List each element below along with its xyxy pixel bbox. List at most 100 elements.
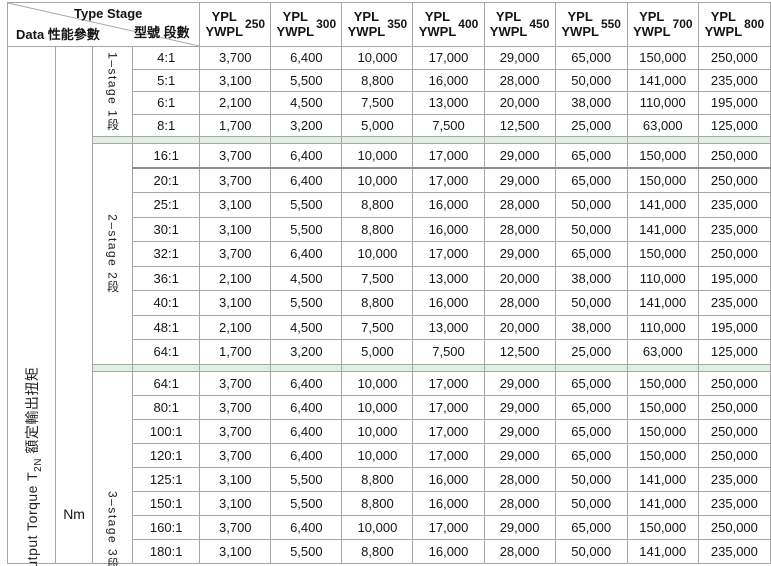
torque-value-cell: 65,000 xyxy=(554,442,628,468)
torque-value-cell: 3,200 xyxy=(270,113,343,137)
diagonal-divider xyxy=(8,3,200,46)
torque-value-cell: 3,700 xyxy=(199,167,272,193)
torque-value-cell: 150,000 xyxy=(626,167,699,193)
torque-value-cell: 4,500 xyxy=(270,314,343,340)
torque-value-cell: 235,000 xyxy=(697,290,771,316)
torque-value-cell: 150,000 xyxy=(626,514,699,540)
torque-value-cell: 235,000 xyxy=(697,466,771,492)
torque-value-cell: 25,000 xyxy=(554,339,628,365)
torque-value-cell: 6,400 xyxy=(270,418,343,444)
model-size-label: 300 xyxy=(316,17,337,32)
separator-band-cell xyxy=(132,363,201,372)
torque-value-cell: 50,000 xyxy=(554,216,628,242)
torque-value-cell: 4,500 xyxy=(270,91,343,115)
table-row: 150:1 3,100 5,500 8,800 16,000 28,000 50,000 14… xyxy=(8,490,771,516)
separator-band-cell xyxy=(626,136,699,144)
torque-value-cell: 38,000 xyxy=(554,314,628,340)
torque-value-cell: 8,800 xyxy=(341,216,414,242)
torque-value-cell: 16,000 xyxy=(412,466,485,492)
torque-value-cell: 6,400 xyxy=(270,514,343,540)
separator-band-cell xyxy=(697,363,771,372)
torque-value-cell: 150,000 xyxy=(626,370,699,396)
torque-value-cell: 17,000 xyxy=(412,394,485,420)
stage-label: 3–stage 3段 xyxy=(105,490,120,566)
torque-value-cell: 65,000 xyxy=(554,418,628,444)
torque-value-cell: 195,000 xyxy=(697,91,771,115)
model-header-content: YPL YWPL 450 xyxy=(485,10,555,38)
torque-value-cell: 6,400 xyxy=(270,46,343,70)
torque-value-cell: 3,700 xyxy=(199,143,272,169)
torque-value-cell: 5,500 xyxy=(270,192,343,218)
torque-value-cell: 12,500 xyxy=(483,339,556,365)
torque-spec-table: Type Stage 型號 段數 Data 性能參數 YPL YWPL 250 YPL… xyxy=(6,2,771,566)
torque-value-cell: 20,000 xyxy=(483,265,556,291)
torque-value-cell: 235,000 xyxy=(697,192,771,218)
table-row: 3–stage 3段 64:1 3,700 6,400 10,000 17,000 29,0… xyxy=(8,370,771,566)
table-row: 40:1 3,100 5,500 8,800 16,000 28,000 50,000 141… xyxy=(8,290,771,316)
model-header-content: YPL YWPL 300 xyxy=(271,10,341,38)
torque-value-cell: 28,000 xyxy=(483,490,556,516)
brand-top-label: YPL xyxy=(639,9,665,25)
model-header-content: YPL YWPL 800 xyxy=(699,10,770,38)
torque-value-cell: 6,400 xyxy=(270,241,343,267)
ratio-cell: 8:1 xyxy=(132,113,201,137)
torque-value-cell: 65,000 xyxy=(554,370,628,396)
torque-value-cell: 13,000 xyxy=(412,265,485,291)
torque-value-cell: 6,400 xyxy=(270,394,343,420)
torque-value-cell: 6,400 xyxy=(270,442,343,468)
output-torque-axis-cell: Output Torque T2N 額定輸出扭矩 xyxy=(6,46,57,566)
torque-value-cell: 3,100 xyxy=(199,216,272,242)
ratio-cell: 16:1 xyxy=(132,143,201,169)
table-row: 25:1 3,100 5,500 8,800 16,000 28,000 50,000 141… xyxy=(8,192,771,218)
separator-band-cell xyxy=(483,363,556,372)
torque-value-cell: 250,000 xyxy=(697,46,771,70)
torque-value-cell: 150,000 xyxy=(626,143,699,169)
torque-value-cell: 8,800 xyxy=(341,490,414,516)
torque-value-cell: 7,500 xyxy=(412,113,485,137)
brand-top-label: YPL xyxy=(424,9,451,25)
torque-value-cell: 8,800 xyxy=(341,290,414,316)
model-column-header: YPL YWPL 400 xyxy=(412,2,485,47)
torque-value-cell: 16,000 xyxy=(412,290,485,316)
model-column-header: YPL YWPL 350 xyxy=(341,2,414,47)
ratio-cell: 64:1 xyxy=(132,370,201,396)
torque-value-cell: 17,000 xyxy=(412,241,485,267)
torque-value-cell: 5,500 xyxy=(270,68,343,92)
torque-value-cell: 3,100 xyxy=(199,68,272,92)
ratio-cell: 120:1 xyxy=(132,442,201,468)
torque-value-cell: 3,700 xyxy=(199,442,272,468)
torque-value-cell: 10,000 xyxy=(341,442,414,468)
ratio-cell: 48:1 xyxy=(132,314,201,340)
model-size-label: 250 xyxy=(245,17,266,32)
torque-value-cell: 235,000 xyxy=(697,490,771,516)
torque-value-cell: 28,000 xyxy=(483,216,556,242)
brand-bottom-label: YWPL xyxy=(561,23,599,39)
table-row: 32:1 3,700 6,400 10,000 17,000 29,000 65,000 15… xyxy=(8,241,771,267)
torque-value-cell: 2,100 xyxy=(199,314,272,340)
torque-value-cell: 5,500 xyxy=(270,538,343,564)
torque-value-cell: 3,700 xyxy=(199,514,272,540)
torque-value-cell: 6,400 xyxy=(270,143,343,169)
ratio-cell: 30:1 xyxy=(132,216,201,242)
table-row: 8:1 1,700 3,200 5,000 7,500 12,500 25,000 63,00… xyxy=(8,113,771,137)
torque-value-cell: 3,100 xyxy=(199,490,272,516)
torque-value-cell: 5,500 xyxy=(270,216,343,242)
torque-value-cell: 3,700 xyxy=(199,370,272,396)
torque-value-cell: 141,000 xyxy=(626,290,699,316)
torque-value-cell: 195,000 xyxy=(697,314,771,340)
torque-value-cell: 28,000 xyxy=(483,192,556,218)
torque-value-cell: 10,000 xyxy=(341,167,414,193)
ratio-cell: 180:1 xyxy=(132,538,201,564)
separator-band-cell xyxy=(483,136,556,144)
brand-bottom-label: YWPL xyxy=(205,23,244,39)
ratio-cell: 125:1 xyxy=(132,466,201,492)
unit-label: Nm xyxy=(63,506,85,522)
torque-value-cell: 150,000 xyxy=(626,442,699,468)
torque-value-cell: 7,500 xyxy=(341,265,414,291)
ratio-cell: 160:1 xyxy=(132,514,201,540)
separator-band-cell xyxy=(697,136,771,144)
torque-value-cell: 10,000 xyxy=(341,143,414,169)
model-header-content: YPL YWPL 700 xyxy=(628,10,698,38)
stage-group-cell: 3–stage 3段 xyxy=(92,370,134,566)
separator-band-cell xyxy=(92,136,134,144)
